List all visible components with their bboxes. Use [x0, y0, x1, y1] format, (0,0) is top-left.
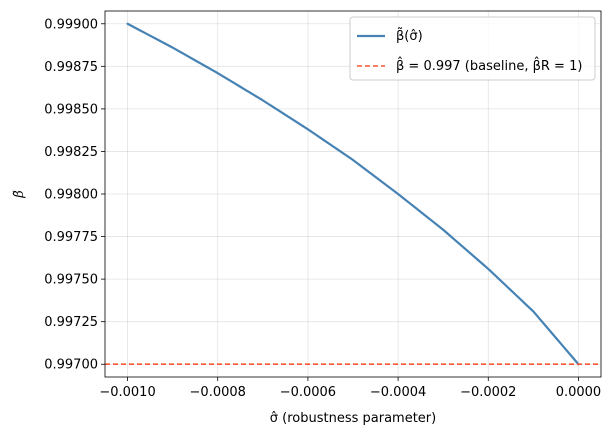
y-tick-label: 0.99725 — [44, 315, 98, 330]
legend-label-curve: β̃(σ̂) — [396, 28, 423, 44]
y-tick-label: 0.99825 — [44, 145, 98, 160]
series-layer — [105, 22, 601, 366]
y-axis-ticks: 0.99700 0.99725 0.99750 0.99775 0.99800 0.998… — [44, 17, 105, 373]
legend-label-baseline: β̂ = 0.997 (baseline, β̂R = 1) — [396, 57, 582, 74]
x-axis-label: σ̂ (robustness parameter) — [270, 411, 436, 426]
y-tick-label: 0.99850 — [44, 102, 98, 117]
x-tick-label: −0.0006 — [280, 385, 336, 400]
y-tick-label: 0.99775 — [44, 230, 98, 245]
legend-box — [349, 16, 596, 81]
y-tick-label: 0.99750 — [44, 273, 98, 288]
x-tick-label: −0.0004 — [370, 385, 426, 400]
x-axis-ticks: −0.0010 −0.0008 −0.0006 −0.0004 −0.0002 0.000… — [99, 377, 601, 400]
x-tick-label: −0.0008 — [190, 385, 246, 400]
legend: β̃(σ̂) β̂ = 0.997 (baseline, β̂R = 1) — [349, 16, 596, 81]
x-tick-label: −0.0010 — [99, 385, 155, 400]
x-tick-label: 0.0000 — [556, 385, 602, 400]
y-tick-label: 0.99900 — [44, 17, 98, 32]
y-axis-label: β̃ — [12, 190, 27, 199]
y-tick-label: 0.99875 — [44, 60, 98, 75]
beta-tilde-series-line — [126, 22, 580, 366]
y-tick-label: 0.99800 — [44, 188, 98, 203]
x-tick-label: −0.0002 — [460, 385, 516, 400]
y-tick-label: 0.99700 — [44, 358, 98, 373]
